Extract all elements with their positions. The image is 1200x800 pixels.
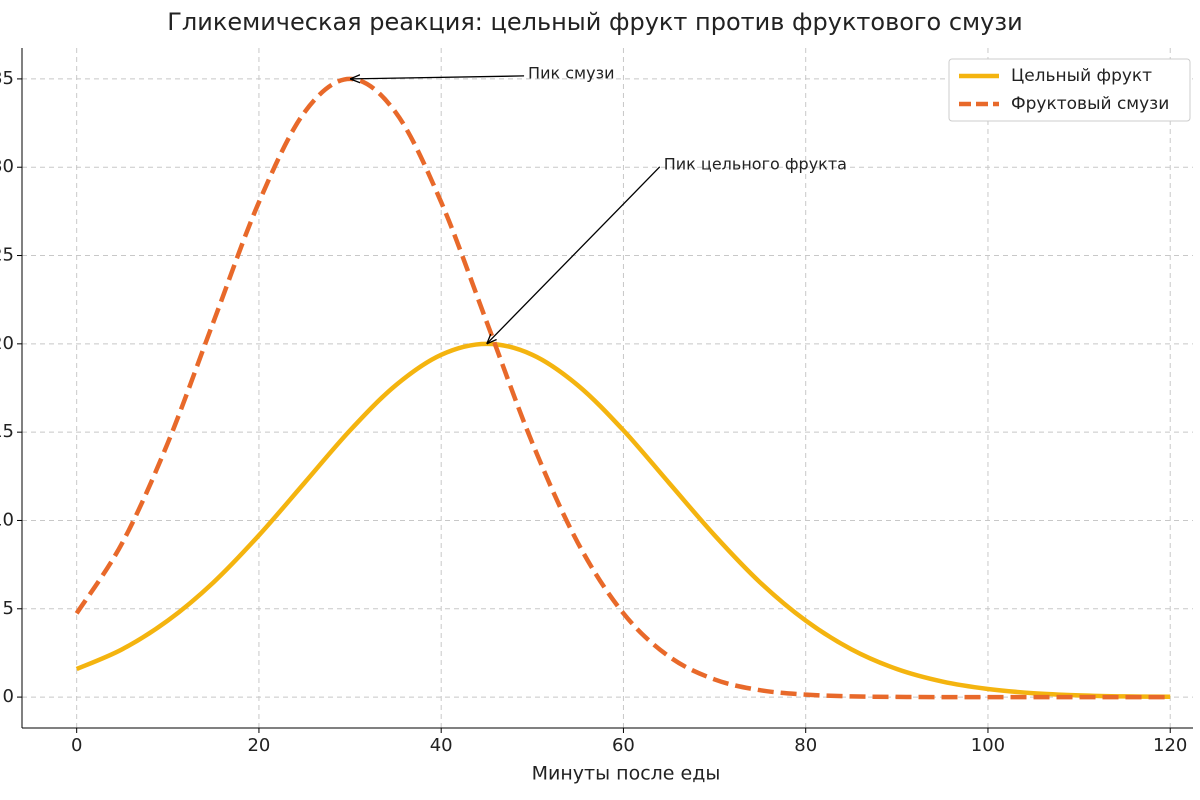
legend-box [948,58,1191,122]
x-tick-label: 80 [794,735,817,756]
x-tick-label: 120 [1153,735,1187,756]
x-tick-label: 40 [430,735,453,756]
y-tick-label: 25 [0,245,14,266]
y-tick-label: 20 [0,333,14,354]
y-tick-label: 30 [0,156,14,177]
legend-label: Фруктовый смузи [1011,94,1169,114]
y-tick-label: 5 [3,598,14,619]
x-tick-label: 100 [971,735,1005,756]
x-tick-label: 60 [612,735,635,756]
x-axis-label: Минуты после еды [532,763,721,785]
legend: Цельный фрукт Фруктовый смузи [948,58,1191,122]
y-tick-label: 15 [0,421,14,442]
x-tick-label: 20 [247,735,270,756]
y-tick-label: 35 [0,68,14,89]
annotation-text: Пик цельного фрукта [664,154,847,173]
y-tick-label: 0 [3,686,14,707]
legend-label: Цельный фрукт [1011,66,1152,86]
series-line [75,341,1171,699]
x-tick-label: 0 [71,735,82,756]
annotation-arrow [487,166,661,344]
chart-title: Гликемическая реакция: цельный фрукт про… [167,8,1022,36]
series-line [74,76,1171,700]
annotation-arrow [350,76,525,79]
y-tick-label: 10 [0,509,14,530]
annotation-text: Пик смузи [528,63,614,82]
